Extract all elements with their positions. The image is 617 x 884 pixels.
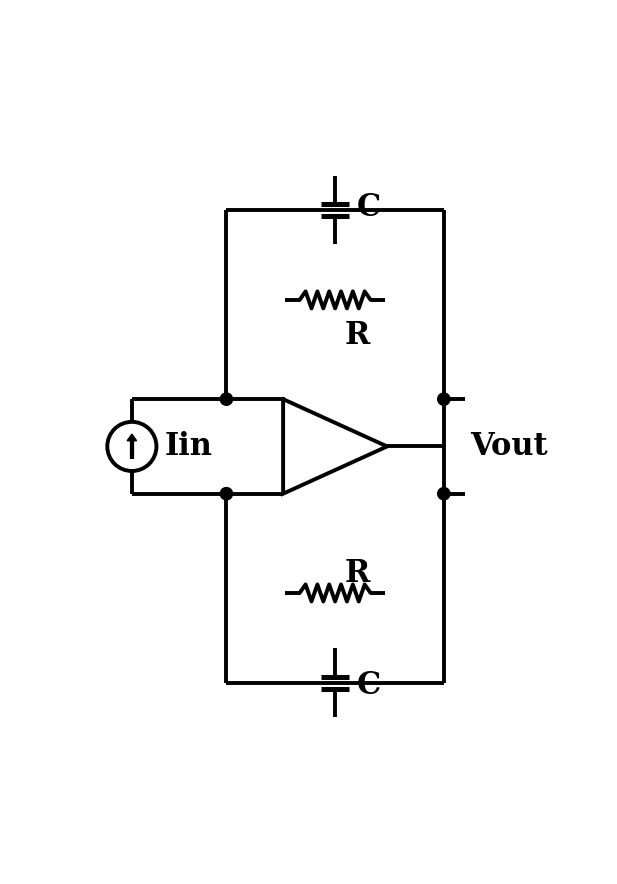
Text: R: R bbox=[344, 558, 370, 589]
Polygon shape bbox=[127, 434, 136, 441]
Text: Iin: Iin bbox=[165, 431, 213, 462]
Text: Vout: Vout bbox=[470, 431, 547, 462]
Text: R: R bbox=[344, 320, 370, 351]
Circle shape bbox=[220, 488, 233, 499]
Text: C: C bbox=[357, 670, 381, 701]
Circle shape bbox=[220, 393, 233, 405]
Text: C: C bbox=[357, 192, 381, 223]
Circle shape bbox=[437, 393, 450, 405]
Circle shape bbox=[437, 488, 450, 499]
